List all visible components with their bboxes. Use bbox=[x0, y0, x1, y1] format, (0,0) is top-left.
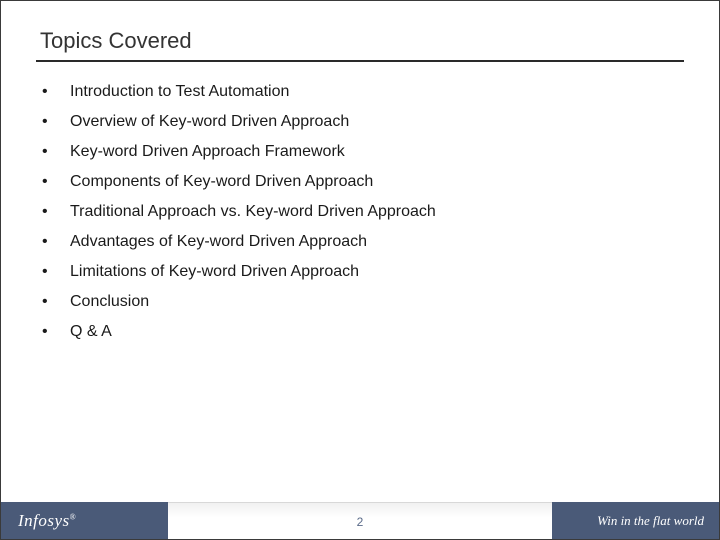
slide-footer: Infosys® 2 Win in the flat world bbox=[0, 502, 720, 540]
page-number: 2 bbox=[357, 515, 364, 529]
list-item-text: Conclusion bbox=[70, 290, 149, 314]
list-item-text: Components of Key-word Driven Approach bbox=[70, 170, 373, 194]
list-item: • Overview of Key-word Driven Approach bbox=[42, 110, 684, 134]
bullet-icon: • bbox=[42, 260, 70, 284]
slide-container: Topics Covered • Introduction to Test Au… bbox=[0, 0, 720, 540]
list-item-text: Advantages of Key-word Driven Approach bbox=[70, 230, 367, 254]
list-item: • Q & A bbox=[42, 320, 684, 344]
list-item: • Traditional Approach vs. Key-word Driv… bbox=[42, 200, 684, 224]
bullet-icon: • bbox=[42, 320, 70, 344]
list-item-text: Key-word Driven Approach Framework bbox=[70, 140, 345, 164]
bullet-icon: • bbox=[42, 80, 70, 104]
company-tagline: Win in the flat world bbox=[597, 513, 704, 529]
company-logo: Infosys® bbox=[18, 511, 76, 531]
content-area: Topics Covered • Introduction to Test Au… bbox=[0, 0, 720, 502]
bullet-icon: • bbox=[42, 290, 70, 314]
footer-left-band: Infosys® bbox=[0, 502, 168, 540]
list-item-text: Traditional Approach vs. Key-word Driven… bbox=[70, 200, 436, 224]
list-item: • Advantages of Key-word Driven Approach bbox=[42, 230, 684, 254]
bullet-icon: • bbox=[42, 110, 70, 134]
list-item: • Limitations of Key-word Driven Approac… bbox=[42, 260, 684, 284]
list-item: • Components of Key-word Driven Approach bbox=[42, 170, 684, 194]
footer-right-band: Win in the flat world bbox=[552, 502, 720, 540]
list-item: • Introduction to Test Automation bbox=[42, 80, 684, 104]
list-item-text: Q & A bbox=[70, 320, 112, 344]
bullet-icon: • bbox=[42, 170, 70, 194]
footer-center: 2 bbox=[168, 502, 552, 540]
list-item-text: Limitations of Key-word Driven Approach bbox=[70, 260, 359, 284]
bullet-icon: • bbox=[42, 200, 70, 224]
list-item: • Conclusion bbox=[42, 290, 684, 314]
list-item: • Key-word Driven Approach Framework bbox=[42, 140, 684, 164]
list-item-text: Introduction to Test Automation bbox=[70, 80, 289, 104]
bullet-icon: • bbox=[42, 230, 70, 254]
title-underline bbox=[36, 60, 684, 62]
slide-title: Topics Covered bbox=[36, 28, 684, 54]
topics-list: • Introduction to Test Automation • Over… bbox=[36, 80, 684, 344]
list-item-text: Overview of Key-word Driven Approach bbox=[70, 110, 349, 134]
bullet-icon: • bbox=[42, 140, 70, 164]
